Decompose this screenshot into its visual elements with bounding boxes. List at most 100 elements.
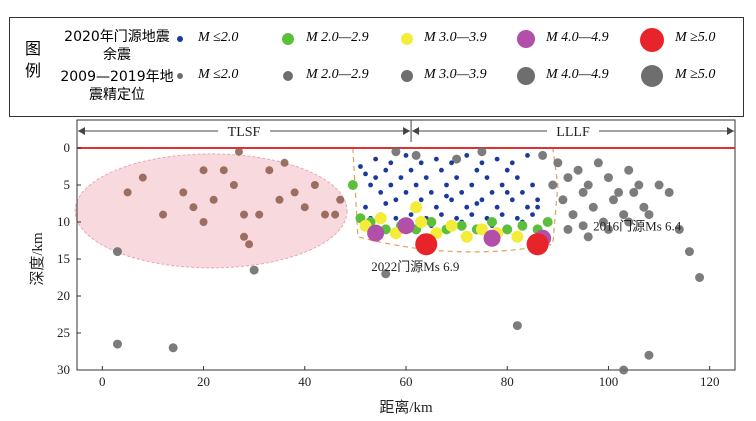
y-axis-label: 深度/km: [29, 232, 46, 286]
point-small-64: [535, 204, 540, 210]
point-small-14: [428, 190, 434, 195]
point-historical-32: [249, 265, 259, 275]
point-historical_left-0: [123, 188, 132, 197]
point-small-28: [499, 182, 505, 188]
point-small-27: [494, 204, 500, 210]
point-small-48: [373, 156, 379, 162]
point-small-42: [454, 215, 460, 221]
point-m2-12: [517, 220, 528, 231]
legend-dot-m3: [401, 33, 413, 45]
point-historical-2: [573, 165, 583, 175]
point-small-36: [363, 204, 368, 210]
y-tick-label: 15: [57, 251, 70, 266]
legend-label-hist-2: M 2.0—2.9: [306, 67, 369, 82]
point-small-13: [423, 175, 429, 181]
point-small-0: [358, 164, 363, 169]
legend-dot-small: [177, 36, 183, 42]
point-small-58: [509, 160, 515, 166]
legend-group-aftershocks: 2020年门源地震余震: [64, 29, 170, 63]
point-historical_left-3: [179, 188, 188, 197]
point-small-53: [525, 153, 530, 158]
point-historical-41: [695, 273, 705, 282]
point-historical-33: [381, 269, 391, 279]
point-m4-1: [397, 217, 415, 235]
point-small-25: [484, 175, 490, 181]
point-historical_left-16: [290, 188, 299, 197]
point-small-62: [474, 201, 480, 206]
point-historical_left-10: [240, 210, 249, 219]
y-tick-label: 30: [57, 362, 70, 377]
legend-dot-hist-m2: [283, 71, 293, 81]
point-historical-10: [568, 210, 578, 220]
legend-label-hist-1: M ≤2.0: [198, 67, 239, 82]
point-historical_left-1: [138, 173, 147, 182]
y-tick-label: 20: [57, 288, 70, 303]
point-historical-1: [563, 173, 573, 183]
point-small-6: [388, 182, 394, 188]
point-historical-0: [553, 158, 563, 168]
point-small-16: [439, 167, 444, 173]
point-historical-14: [609, 195, 619, 205]
point-historical-27: [411, 150, 421, 160]
point-historical_left-21: [280, 158, 289, 167]
point-historical-12: [588, 202, 598, 212]
point-small-2: [368, 182, 373, 188]
point-historical_left-20: [336, 195, 345, 204]
point-m4-2: [483, 229, 501, 247]
point-historical-24: [654, 180, 664, 190]
legend-dot-m2: [282, 33, 294, 45]
point-m3-6: [445, 219, 458, 232]
point-historical-21: [624, 217, 634, 227]
point-historical_left-18: [321, 210, 330, 219]
fault-arrowhead-right-1: [727, 127, 734, 135]
point-historical_left-9: [234, 147, 243, 156]
point-small-61: [444, 193, 449, 199]
point-small-33: [525, 204, 530, 210]
point-small-31: [514, 175, 520, 181]
point-small-5: [383, 167, 389, 173]
point-small-56: [449, 160, 454, 166]
point-historical-37: [644, 350, 654, 360]
point-small-29: [504, 167, 510, 173]
point-m3-1: [374, 212, 387, 225]
legend-dot-hist-m3: [401, 70, 413, 82]
x-tick-label: 80: [501, 374, 514, 389]
point-m3-8: [475, 223, 488, 236]
point-small-32: [520, 190, 525, 195]
x-axis-label: 距离/km: [379, 399, 433, 416]
point-small-19: [454, 175, 460, 181]
point-m4-0: [367, 224, 385, 242]
legend-label-4: M 4.0—4.9: [546, 30, 609, 45]
point-small-39: [408, 212, 414, 218]
point-historical_left-4: [189, 203, 198, 212]
point-small-63: [504, 190, 510, 195]
fault-label-1: LLLF: [556, 125, 590, 140]
point-historical-6: [614, 187, 624, 197]
fault-arrowhead-right-0: [403, 127, 411, 135]
point-historical-28: [452, 154, 462, 164]
point-small-12: [418, 197, 424, 203]
x-tick-label: 20: [197, 374, 210, 389]
point-m3-7: [460, 230, 473, 243]
point-historical-36: [168, 343, 178, 353]
point-small-59: [383, 201, 389, 206]
point-small-41: [439, 212, 444, 218]
legend-label-3: M 3.0—3.9: [424, 30, 487, 45]
point-m2-14: [542, 217, 553, 227]
point-small-55: [418, 160, 424, 166]
point-small-23: [474, 167, 480, 173]
y-tick-label: 0: [64, 140, 71, 155]
point-historical_left-14: [265, 166, 274, 175]
point-historical-7: [624, 165, 634, 175]
point-small-43: [469, 212, 475, 218]
point-historical-34: [512, 321, 522, 331]
y-tick-label: 5: [64, 177, 71, 192]
point-small-51: [464, 153, 470, 158]
point-historical_left-12: [245, 240, 254, 249]
point-m2-10: [487, 217, 498, 227]
point-historical_left-13: [255, 210, 264, 219]
point-historical_left-5: [199, 218, 208, 226]
point-historical_left-6: [209, 195, 218, 204]
point-historical-13: [598, 217, 608, 227]
